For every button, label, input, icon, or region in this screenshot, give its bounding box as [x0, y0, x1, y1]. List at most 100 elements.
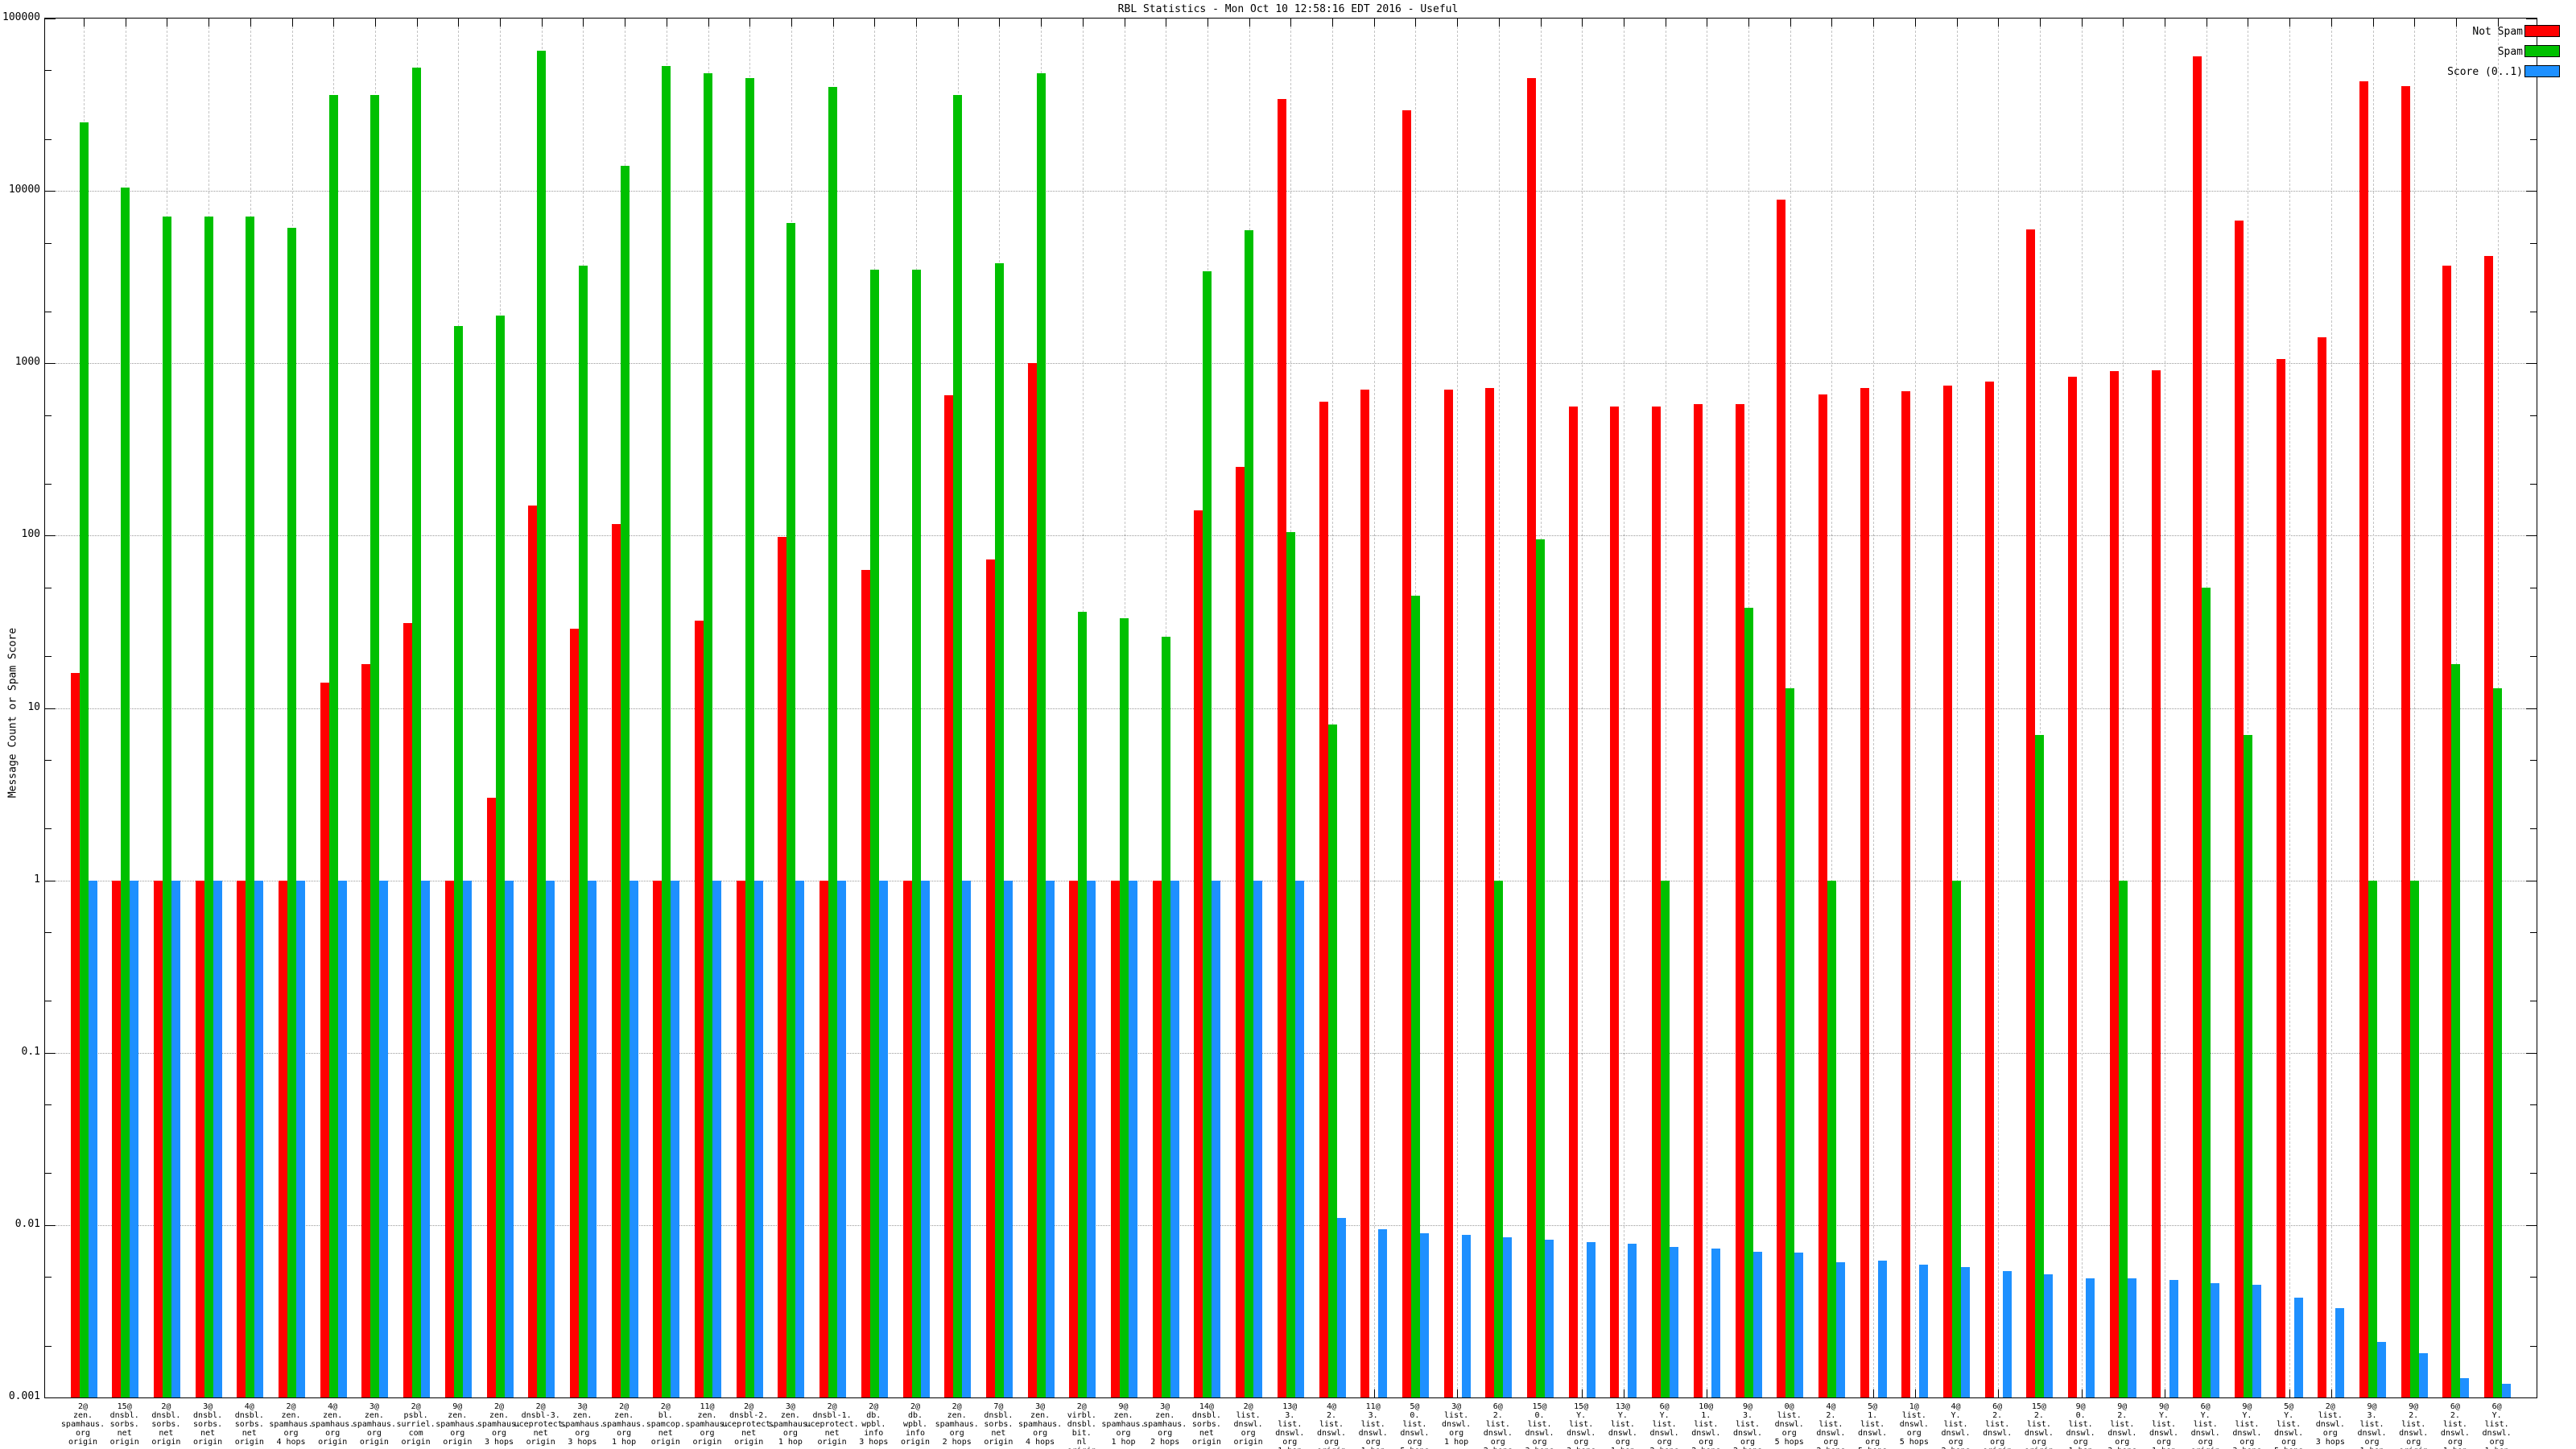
x-category-label: 15@ Y. list. dnswl. org 3 hops — [1567, 1402, 1596, 1449]
bar-not-spam — [528, 505, 538, 1397]
bar-spam — [1494, 880, 1504, 1397]
bar-not-spam — [70, 672, 80, 1397]
y-tick-label: 0.1 — [21, 1045, 40, 1058]
bar-spam — [495, 315, 505, 1397]
y-minor-tick — [2530, 932, 2537, 934]
x-category-label: 1@ list. dnswl. org 5 hops — [1899, 1402, 1929, 1447]
x-category-label: 6@ Y. list. dnswl. org origin — [2190, 1402, 2220, 1449]
bar-score — [1503, 1237, 1513, 1397]
y-minor-tick — [2530, 1345, 2537, 1347]
x-category-label: 3@ dnsbl. sorbs. net origin — [193, 1402, 223, 1447]
x-category-label: 6@ 2. list. dnswl. org 2 hops — [1483, 1402, 1513, 1449]
bar-spam — [370, 95, 380, 1397]
y-minor-tick — [45, 1345, 52, 1347]
bar-score — [1003, 880, 1013, 1397]
x-tick — [1373, 19, 1375, 27]
bar-score — [1045, 880, 1055, 1397]
x-category-label: 9@ Y. list. dnswl. org 3 hops — [2232, 1402, 2262, 1449]
y-major-tick — [45, 535, 56, 537]
bar-score — [2002, 1271, 2012, 1397]
x-tick — [2330, 19, 2332, 27]
bar-spam — [953, 95, 963, 1397]
bar-not-spam — [1236, 467, 1245, 1397]
x-category-label: 15@ 0. list. dnswl. org 3 hops — [1525, 1402, 1554, 1449]
legend-swatch — [2524, 65, 2560, 77]
x-category-label: 2@ dnsbl-3. uceprotect. net origin — [514, 1402, 568, 1447]
y-minor-tick — [45, 70, 52, 72]
bar-spam — [1661, 880, 1670, 1397]
y-tick-label: 100000 — [2, 11, 40, 23]
x-category-label: 2@ dnsbl-1. uceprotect. net origin — [805, 1402, 859, 1447]
bar-score — [795, 880, 805, 1397]
x-category-label: 9@ 0. list. dnswl. org 1 hop — [2066, 1402, 2095, 1449]
x-category-label: 2@ zen. spamhaus. org 4 hops — [269, 1402, 313, 1447]
y-minor-tick — [45, 1277, 52, 1278]
x-tick — [541, 19, 543, 27]
x-tick — [1914, 19, 1916, 27]
x-category-label: 3@ zen. spamhaus. org 4 hops — [1018, 1402, 1063, 1447]
bar-score — [1835, 1261, 1845, 1397]
bar-not-spam — [153, 880, 163, 1397]
bar-not-spam — [1652, 407, 1662, 1397]
x-gridline — [1582, 19, 1583, 1397]
bar-spam — [2202, 587, 2211, 1397]
x-gridline — [1914, 19, 1916, 1397]
x-gridline — [2330, 19, 2332, 1397]
x-tick — [333, 19, 335, 27]
x-gridline — [1457, 19, 1459, 1397]
legend-label: Score (0..1) — [2447, 66, 2523, 78]
y-minor-tick — [2530, 656, 2537, 658]
bar-not-spam — [1693, 403, 1703, 1397]
x-tick — [999, 19, 1001, 27]
bar-not-spam — [444, 880, 454, 1397]
x-tick — [1582, 19, 1583, 27]
bar-not-spam — [778, 537, 787, 1397]
x-tick — [1748, 19, 1749, 27]
bar-score — [1170, 880, 1179, 1397]
bar-score — [878, 880, 888, 1397]
x-tick — [2081, 19, 2083, 27]
bar-spam — [2451, 663, 2461, 1397]
x-tick — [749, 19, 751, 27]
bar-score — [1794, 1253, 1804, 1397]
x-category-label: 3@ zen. spamhaus. org 2 hops — [1143, 1402, 1187, 1447]
x-category-label: 7@ dnsbl. sorbs. net origin — [984, 1402, 1013, 1447]
y-tick-label: 100 — [21, 528, 40, 541]
x-tick — [2330, 1389, 2332, 1397]
x-category-label: 2@ zen. spamhaus. org 3 hops — [477, 1402, 522, 1447]
bar-spam — [121, 187, 130, 1397]
bar-score — [1919, 1264, 1929, 1397]
bar-not-spam — [2484, 256, 2494, 1397]
bar-not-spam — [611, 523, 621, 1397]
x-category-label: 15@ dnsbl. sorbs. net origin — [109, 1402, 139, 1447]
bar-not-spam — [861, 570, 870, 1397]
bar-not-spam — [279, 880, 287, 1397]
x-category-label: 9@ 2. list. dnswl. org origin — [2399, 1402, 2429, 1449]
x-tick — [458, 19, 460, 27]
x-category-label: 3@ zen. spamhaus. org 1 hop — [768, 1402, 812, 1447]
y-major-tick — [45, 363, 56, 365]
x-gridline — [2039, 19, 2041, 1397]
bar-spam — [1327, 724, 1337, 1397]
y-major-tick — [45, 191, 56, 192]
legend-item: Not Spam — [2359, 23, 2560, 43]
bar-score — [629, 880, 638, 1397]
bar-score — [2211, 1283, 2220, 1397]
y-minor-tick — [2530, 1104, 2537, 1106]
bar-spam — [1744, 608, 1753, 1397]
y-major-tick — [2526, 1224, 2537, 1226]
bar-not-spam — [486, 798, 496, 1397]
bar-score — [379, 880, 389, 1397]
bar-score — [1212, 880, 1221, 1397]
bar-score — [1378, 1228, 1388, 1397]
bar-not-spam — [1027, 363, 1037, 1397]
x-category-label: 10@ 1. list. dnswl. org 2 hops — [1691, 1402, 1721, 1449]
bar-not-spam — [2276, 358, 2285, 1397]
y-minor-tick — [2530, 138, 2537, 140]
x-gridline — [1831, 19, 1833, 1397]
bar-spam — [246, 216, 255, 1397]
x-tick — [1956, 19, 1958, 27]
bar-not-spam — [2193, 56, 2202, 1397]
bar-spam — [745, 78, 754, 1397]
